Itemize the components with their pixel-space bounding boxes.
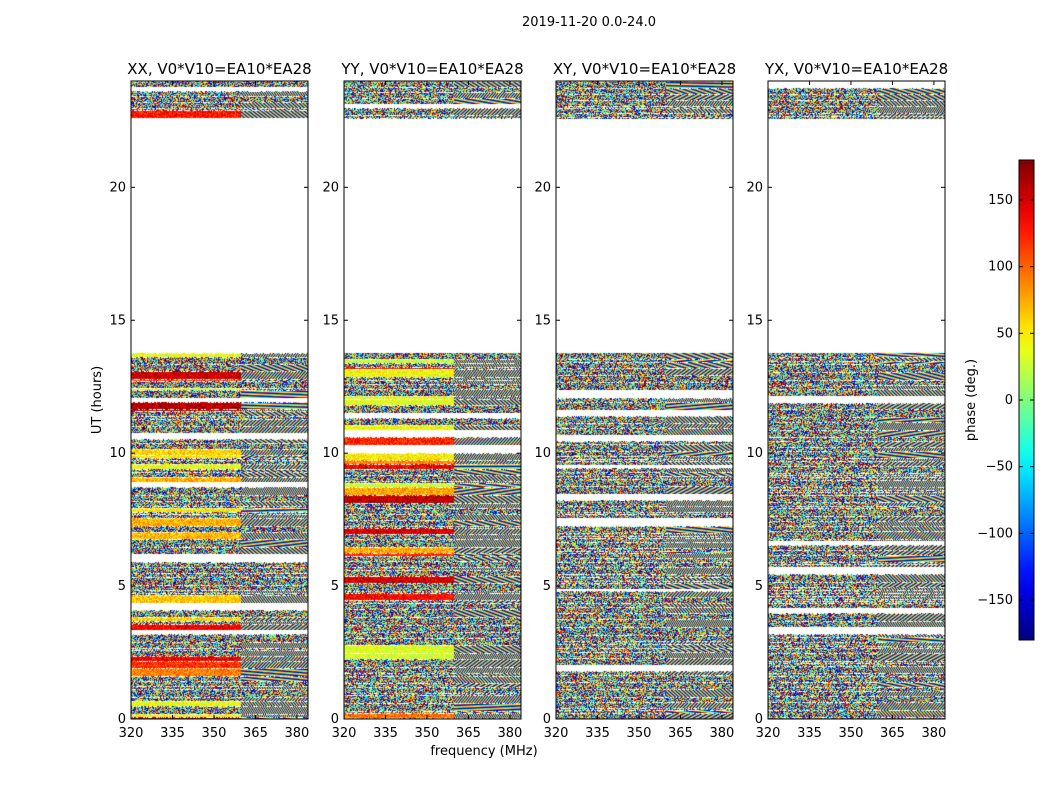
panel-title: YY, V0*V10=EA10*EA28 bbox=[340, 60, 523, 78]
y-tick-label: 5 bbox=[118, 579, 126, 594]
y-tick-label: 10 bbox=[109, 446, 126, 461]
colorbar-tick-label: −50 bbox=[986, 460, 1013, 475]
panel-title: XX, V0*V10=EA10*EA28 bbox=[127, 60, 311, 78]
colorbar-tick-label: −150 bbox=[977, 593, 1013, 608]
x-tick-label: 365 bbox=[668, 726, 693, 741]
phase-heatmap bbox=[768, 81, 945, 719]
x-tick-label: 335 bbox=[797, 726, 822, 741]
panel-3: YX, V0*V10=EA10*EA28 320 335 350 365 380 0 5 10 1… bbox=[746, 60, 948, 741]
panel-1: YY, V0*V10=EA10*EA28 320 335 350 365 380 0 5 10 1… bbox=[322, 60, 523, 741]
colorbar-tick-label: −100 bbox=[977, 526, 1013, 541]
x-tick-label: 320 bbox=[119, 726, 144, 741]
panel-frame bbox=[343, 80, 522, 720]
colorbar-tick-label: 100 bbox=[988, 260, 1013, 275]
x-tick-label: 350 bbox=[839, 726, 864, 741]
colorbar-label: phase (deg.) bbox=[964, 359, 979, 441]
y-tick-label: 10 bbox=[322, 446, 339, 461]
x-tick-label: 365 bbox=[880, 726, 905, 741]
y-tick-label: 0 bbox=[118, 712, 126, 727]
y-axis-label: UT (hours) bbox=[90, 366, 105, 434]
colorbar-tick-label: 0 bbox=[1005, 393, 1013, 408]
panel-0: XX, V0*V10=EA10*EA28 320 335 350 365 380 0 5 10 1… bbox=[109, 60, 311, 741]
y-tick-label: 0 bbox=[543, 712, 551, 727]
colorbar: −150 −100 −50 0 50 100 150 bbox=[977, 159, 1035, 641]
x-tick-label: 380 bbox=[710, 726, 735, 741]
x-tick-label: 335 bbox=[585, 726, 610, 741]
x-tick-label: 335 bbox=[373, 726, 398, 741]
x-tick-label: 335 bbox=[160, 726, 185, 741]
colorbar-tick-label: 50 bbox=[996, 326, 1013, 341]
figure-suptitle: 2019-11-20 0.0-24.0 bbox=[522, 15, 656, 30]
x-tick-label: 350 bbox=[202, 726, 227, 741]
y-tick-label: 20 bbox=[746, 180, 763, 195]
colorbar-tick-label: 150 bbox=[988, 193, 1013, 208]
x-tick-label: 365 bbox=[456, 726, 481, 741]
x-tick-label: 380 bbox=[498, 726, 523, 741]
x-tick-label: 350 bbox=[627, 726, 652, 741]
x-tick-label: 350 bbox=[415, 726, 440, 741]
y-tick-label: 15 bbox=[109, 313, 126, 328]
y-tick-label: 10 bbox=[534, 446, 551, 461]
x-tick-label: 380 bbox=[285, 726, 310, 741]
panel-frame bbox=[130, 80, 309, 720]
phase-heatmap bbox=[131, 81, 308, 719]
y-tick-label: 20 bbox=[322, 180, 339, 195]
y-tick-label: 10 bbox=[746, 446, 763, 461]
x-tick-label: 380 bbox=[922, 726, 947, 741]
panel-title: YX, V0*V10=EA10*EA28 bbox=[764, 60, 948, 78]
phase-heatmap bbox=[344, 81, 521, 719]
y-tick-label: 20 bbox=[109, 180, 126, 195]
x-tick-label: 320 bbox=[544, 726, 569, 741]
panel-frame bbox=[555, 80, 734, 720]
x-tick-label: 365 bbox=[243, 726, 268, 741]
y-tick-label: 20 bbox=[534, 180, 551, 195]
panel-title: XY, V0*V10=EA10*EA28 bbox=[553, 60, 736, 78]
panel-frame bbox=[767, 80, 946, 720]
x-tick-label: 320 bbox=[332, 726, 357, 741]
y-tick-label: 5 bbox=[755, 579, 763, 594]
y-tick-label: 5 bbox=[331, 579, 339, 594]
panels: XX, V0*V10=EA10*EA28 320 335 350 365 380 0 5 10 1… bbox=[109, 60, 948, 741]
y-tick-label: 15 bbox=[534, 313, 551, 328]
x-tick-label: 320 bbox=[756, 726, 781, 741]
panel-2: XY, V0*V10=EA10*EA28 320 335 350 365 380 0 5 10 1… bbox=[534, 60, 736, 741]
y-tick-label: 15 bbox=[746, 313, 763, 328]
y-tick-label: 5 bbox=[543, 579, 551, 594]
y-tick-label: 0 bbox=[331, 712, 339, 727]
phase-heatmap bbox=[556, 81, 733, 719]
y-tick-label: 15 bbox=[322, 313, 339, 328]
y-tick-label: 0 bbox=[755, 712, 763, 727]
x-axis-label: frequency (MHz) bbox=[430, 744, 537, 759]
